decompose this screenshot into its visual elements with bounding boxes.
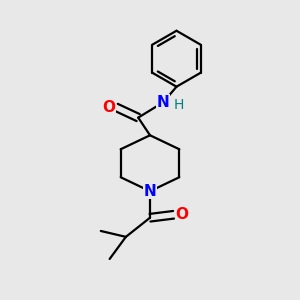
Text: N: N [144, 184, 156, 199]
Text: O: O [175, 207, 188, 222]
Text: O: O [102, 100, 115, 115]
Text: N: N [157, 95, 169, 110]
Text: H: H [173, 98, 184, 112]
